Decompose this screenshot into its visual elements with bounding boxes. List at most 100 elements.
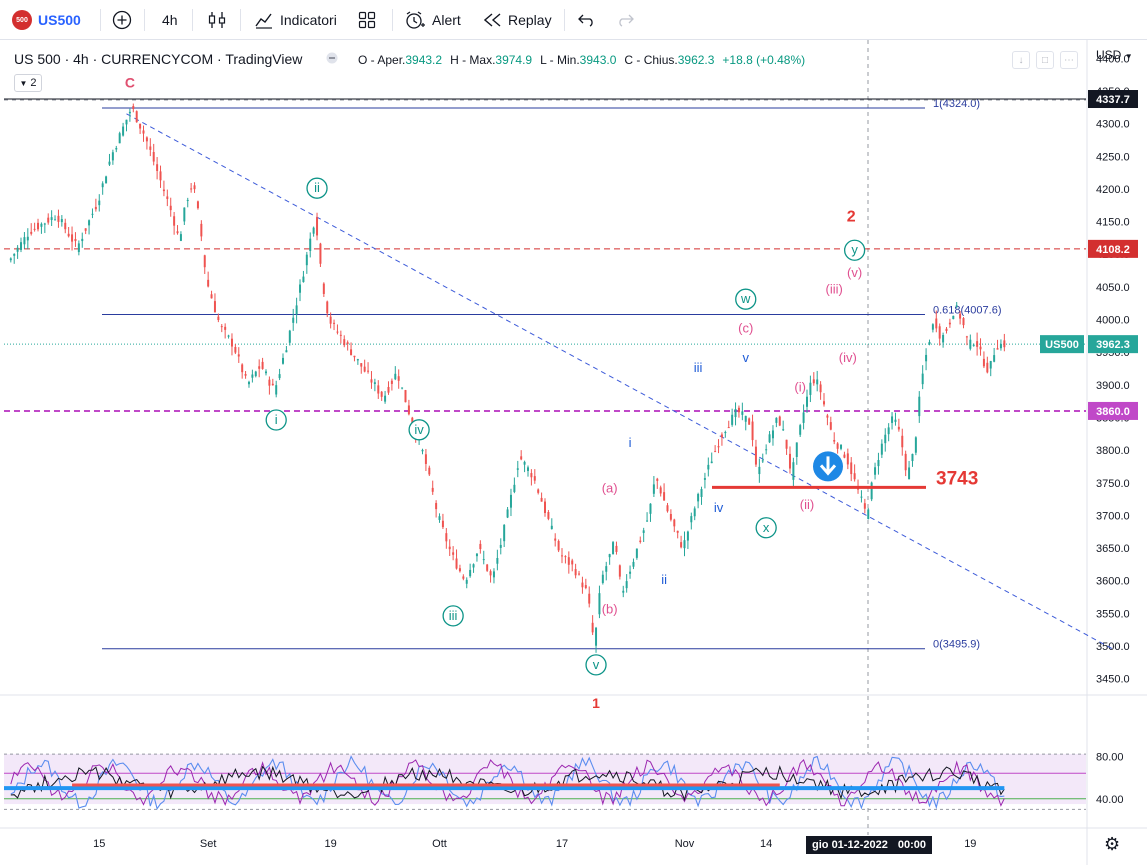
ohlc-value: 3974.9 — [495, 53, 533, 67]
candle-body — [479, 543, 482, 550]
candle-body — [264, 371, 267, 374]
wave-label: ii — [314, 180, 320, 195]
grid-icon — [358, 11, 376, 29]
price-chart[interactable]: 4400.04350.04300.04250.04200.04150.04100… — [0, 40, 1147, 865]
candle-body — [965, 336, 968, 338]
candle-body — [676, 530, 679, 533]
wave-label: (iii) — [826, 281, 843, 296]
x-tick-label: Ott — [432, 838, 447, 850]
candle-body — [526, 467, 529, 471]
candle-body — [234, 346, 237, 353]
candle-body — [186, 199, 189, 201]
compare-button[interactable] — [112, 0, 132, 40]
candle-body — [928, 341, 931, 345]
wave-label: 2 — [847, 209, 856, 226]
symbol-search[interactable]: 500 US500 — [12, 0, 81, 40]
price-line-tag — [1088, 239, 1138, 258]
crosshair-time: 00:00 — [897, 839, 926, 851]
candle-body — [360, 363, 363, 367]
wave-label: (i) — [794, 379, 806, 394]
crosshair-date: gio 01-12-2022 — [812, 839, 888, 851]
chart-type-button[interactable] — [208, 0, 226, 40]
y-tick-label: 4300.0 — [1096, 119, 1130, 131]
candle-body — [489, 571, 492, 576]
candle-body — [986, 362, 989, 373]
candle-body — [159, 171, 162, 181]
candle-body — [268, 379, 271, 386]
wave-label: (a) — [602, 481, 618, 496]
candle-body — [370, 379, 373, 383]
x-tick-label: Nov — [675, 838, 695, 850]
x-tick-label: 19 — [964, 838, 976, 850]
fib-level-label: 0.618(4007.6) — [933, 305, 1002, 317]
templates-button[interactable] — [358, 0, 376, 40]
candle-body — [897, 426, 900, 430]
candle-body — [765, 449, 768, 451]
candle-body — [785, 439, 788, 449]
legend-collapse-badge[interactable]: ▼ 2 — [14, 74, 42, 92]
undo-button[interactable] — [578, 0, 596, 40]
candle-body — [261, 361, 264, 369]
arrow-down-icon[interactable]: ↓ — [1012, 51, 1030, 69]
candle-body — [880, 443, 883, 455]
candle-body — [884, 434, 887, 444]
candle-body — [16, 247, 19, 252]
price-line-tag-label: 4108.2 — [1096, 244, 1130, 256]
alert-button[interactable]: Alert — [404, 0, 461, 40]
candle-body — [700, 489, 703, 497]
candle-body — [720, 434, 723, 438]
more-icon[interactable]: ⋯ — [1060, 51, 1078, 69]
candle-body — [441, 520, 444, 528]
candle-body — [241, 364, 244, 373]
candle-body — [584, 585, 587, 589]
candle-body — [748, 418, 751, 425]
indicator-tick-label: 80.00 — [1096, 751, 1124, 763]
candle-body — [523, 461, 526, 465]
wave-label: iii — [449, 608, 458, 623]
candle-body — [618, 565, 621, 577]
candle-body — [220, 326, 223, 328]
candle-body — [622, 590, 625, 593]
maximize-icon[interactable]: □ — [1036, 51, 1054, 69]
redo-button[interactable] — [616, 0, 634, 40]
candle-body — [13, 253, 16, 256]
candle-body — [40, 223, 43, 227]
wave-label: C — [125, 75, 135, 91]
gear-icon[interactable]: ⚙ — [1104, 834, 1121, 854]
x-tick-label: 19 — [325, 838, 337, 850]
ohlc-value: +18.8 (+0.48%) — [722, 53, 806, 67]
interval-button[interactable]: 4h — [162, 12, 178, 28]
indicators-button[interactable]: Indicatori — [254, 0, 337, 40]
candle-body — [445, 533, 448, 542]
candle-body — [935, 318, 938, 329]
candle-body — [635, 548, 638, 558]
price-line-tag — [1088, 401, 1138, 420]
rewind-icon — [484, 13, 501, 27]
candle-body — [387, 386, 390, 393]
candle-body — [921, 373, 924, 385]
y-tick-label: 3500.0 — [1096, 641, 1130, 653]
candle-body — [1003, 340, 1006, 348]
replay-button[interactable]: Replay — [484, 0, 552, 40]
candle-body — [918, 396, 921, 417]
candle-body — [608, 554, 611, 558]
candle-body — [475, 553, 478, 557]
badge-count: 2 — [30, 77, 37, 89]
undo-icon — [578, 14, 593, 27]
y-tick-label: 3650.0 — [1096, 543, 1130, 555]
candle-body — [94, 206, 97, 210]
chevron-down-icon: ▼ — [19, 78, 28, 88]
candle-body — [809, 382, 812, 395]
candle-body — [904, 453, 907, 471]
currency-selector[interactable]: USD ▼ — [1096, 48, 1133, 62]
candle-body — [213, 301, 216, 313]
alert-label: Alert — [432, 12, 461, 28]
candle-body — [81, 238, 84, 242]
indicators-label: Indicatori — [280, 12, 337, 28]
wave-label: (ii) — [800, 497, 814, 512]
candle-body — [33, 228, 36, 230]
candle-body — [516, 468, 519, 470]
candle-body — [251, 374, 254, 378]
candle-body — [840, 444, 843, 449]
candle-body — [598, 593, 601, 615]
